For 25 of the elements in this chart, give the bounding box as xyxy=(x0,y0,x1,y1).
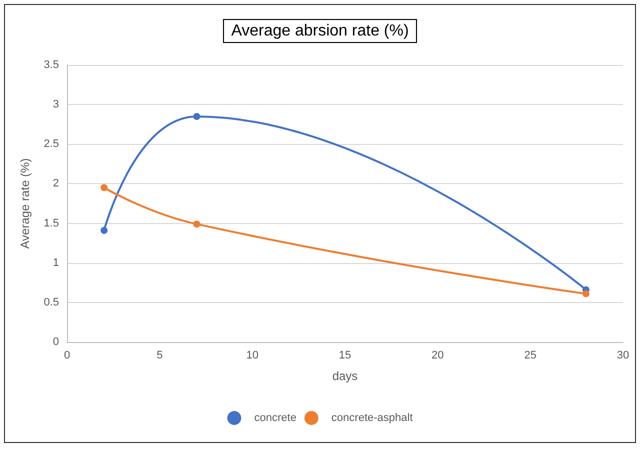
y-axis-title: Average rate (%) xyxy=(18,158,32,249)
y-tick-label: 2 xyxy=(52,178,59,190)
legend-label: concrete xyxy=(254,412,296,424)
point xyxy=(193,220,200,228)
y-tick-label: 3.5 xyxy=(44,59,59,71)
y-tick-label: 0 xyxy=(52,336,59,348)
y-tick-label: 0.5 xyxy=(44,296,59,308)
x-tick-label: 30 xyxy=(616,350,630,362)
chart-title: Average abrsion rate (%) xyxy=(231,22,409,40)
point xyxy=(193,112,200,120)
y-tick-label: 2.5 xyxy=(44,138,59,150)
x-tick-label: 0 xyxy=(64,350,70,362)
x-tick-label: 20 xyxy=(432,350,444,362)
x-tick-label: 10 xyxy=(246,350,258,362)
point xyxy=(100,184,108,192)
y-tick-label: 1 xyxy=(52,256,59,269)
x-tick-label: 15 xyxy=(338,350,352,362)
point xyxy=(100,226,108,234)
legend-label: concrete-asphalt xyxy=(331,412,413,424)
y-tick-label: 1.5 xyxy=(44,217,59,230)
x-tick-label: 5 xyxy=(156,350,163,362)
x-axis-title: days xyxy=(332,369,358,383)
point xyxy=(582,290,590,298)
y-tick-label: 3 xyxy=(52,98,59,111)
x-tick-label: 25 xyxy=(524,350,536,362)
